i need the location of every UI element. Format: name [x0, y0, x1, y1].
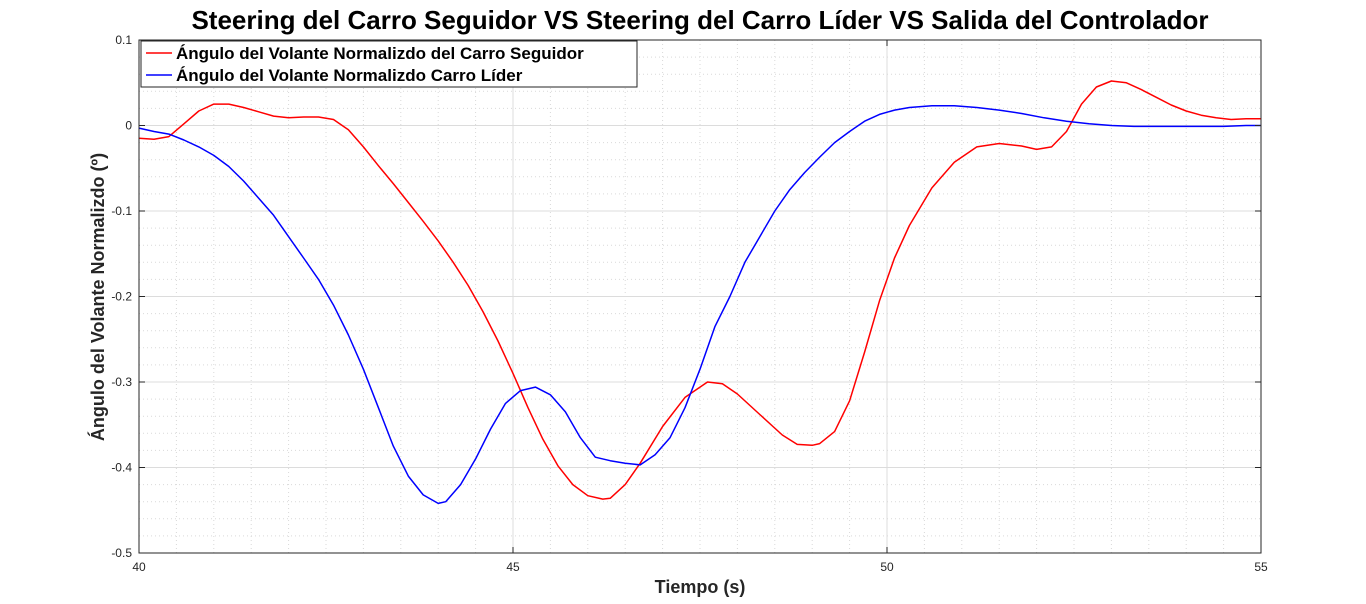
plot-area: 40 45 50 55 0.1 0 -0.1 -0.2 -0.3 -0.4 -0.5 — [111, 33, 1268, 574]
y-axis-label: Ángulo del Volante Normalizdo (º) — [87, 153, 108, 441]
series-line-0 — [138, 80, 1261, 500]
x-tick-label: 40 — [132, 560, 146, 574]
x-tick-label: 55 — [1254, 560, 1268, 574]
series-line-1 — [138, 105, 1261, 505]
x-tick-label: 50 — [880, 560, 894, 574]
series-lines — [138, 80, 1261, 505]
y-axis-ticks: 0.1 0 -0.1 -0.2 -0.3 -0.4 -0.5 — [111, 33, 1261, 560]
legend: Ángulo del Volante Normalizdo del Carro … — [140, 40, 638, 88]
x-axis-ticks: 40 45 50 55 — [132, 40, 1268, 574]
chart-title: Steering del Carro Seguidor VS Steering … — [191, 5, 1208, 35]
x-tick-label: 45 — [506, 560, 520, 574]
y-tick-label: -0.3 — [111, 375, 132, 389]
y-tick-label: 0.1 — [115, 33, 132, 47]
x-axis-label: Tiempo (s) — [655, 577, 746, 597]
legend-label-lider: Ángulo del Volante Normalizdo Carro Líde… — [176, 66, 523, 85]
y-tick-label: 0 — [125, 119, 132, 133]
y-tick-label: -0.5 — [111, 546, 132, 560]
y-tick-label: -0.1 — [111, 204, 132, 218]
y-tick-label: -0.2 — [111, 290, 132, 304]
legend-label-seguidor: Ángulo del Volante Normalizdo del Carro … — [176, 44, 584, 63]
y-tick-label: -0.4 — [111, 461, 132, 475]
legend-box — [140, 40, 638, 88]
